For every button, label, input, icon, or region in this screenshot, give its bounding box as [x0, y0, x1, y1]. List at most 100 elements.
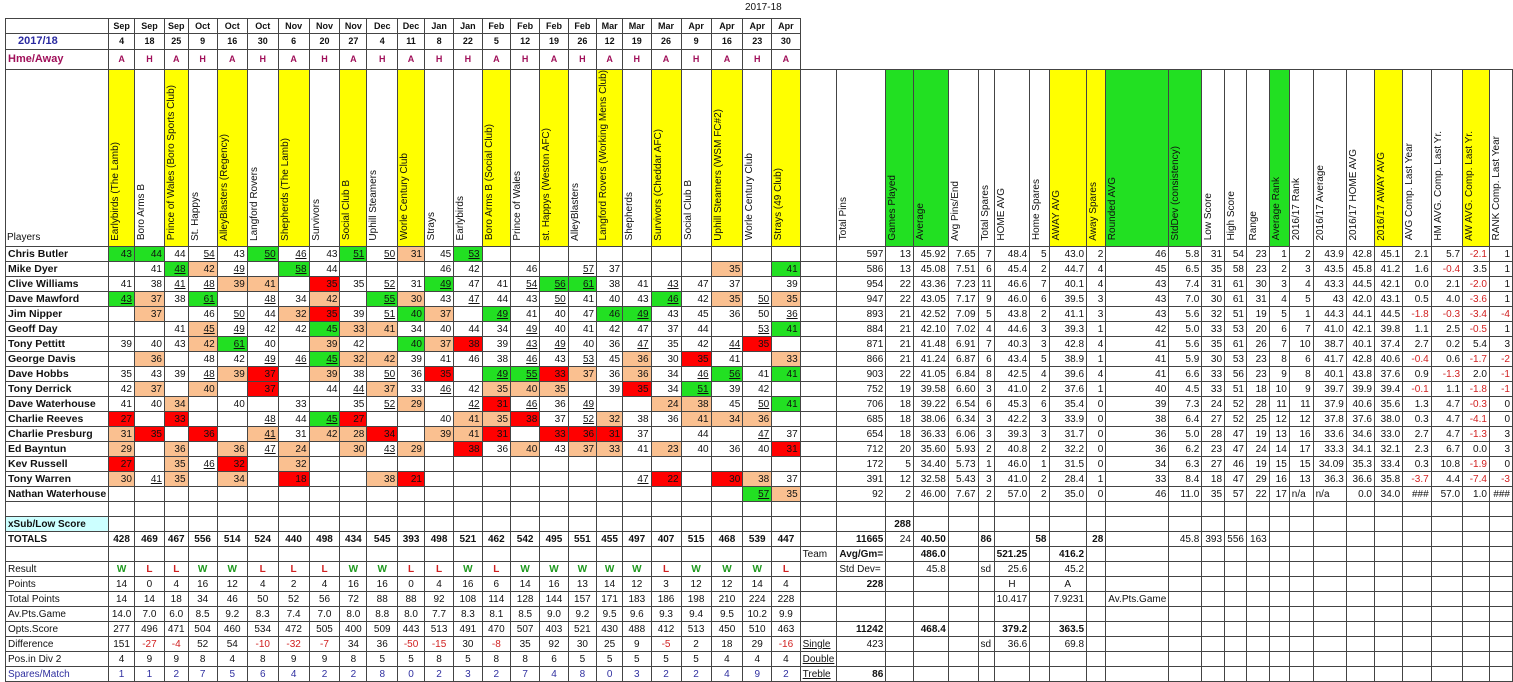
player-name: Jim Nipper	[4, 306, 110, 323]
summary-cell: 28	[1086, 531, 1107, 548]
score-cell: 40	[187, 381, 218, 398]
score-cell: 41	[622, 276, 652, 293]
empty-cell	[539, 546, 569, 563]
score-cell: 38	[163, 291, 189, 308]
player-row: Geoff Day 41 45 49 42 42 45 33 41 34 40 44 34 49 40 41 4…	[4, 321, 1513, 338]
opps_score-value: 412	[650, 621, 682, 638]
empty-cell	[1402, 49, 1432, 70]
empty-cell	[1169, 34, 1202, 50]
score-cell: 28	[339, 426, 368, 443]
summary-cell: 40.50	[912, 531, 949, 548]
empty-cell	[1430, 531, 1464, 548]
score-cell: 30	[397, 291, 425, 308]
stat-cell: 21	[885, 321, 914, 338]
empty-cell	[912, 516, 949, 533]
score-cell	[567, 246, 598, 263]
empty-cell	[1346, 34, 1374, 50]
score-cell: 49	[423, 276, 455, 293]
stat-cell: 35.8	[1373, 471, 1404, 488]
score-cell	[163, 426, 189, 443]
summary-cell: 45.2	[1048, 561, 1088, 578]
result-value: L	[397, 561, 425, 578]
stat-cell: 39.6	[1048, 366, 1088, 383]
empty-cell	[1430, 621, 1464, 638]
score-cell: 49	[481, 306, 512, 323]
fixture-venue: A	[163, 49, 189, 70]
stat-column-header: Away Spares	[1086, 68, 1107, 248]
empty-cell	[994, 34, 1030, 50]
summary-cell: 10.417	[993, 591, 1031, 608]
score-cell	[771, 456, 801, 473]
stat-cell: 41.05	[912, 366, 949, 383]
empty-cell	[1086, 516, 1107, 533]
score-cell	[771, 336, 801, 353]
score-cell: 46	[423, 381, 455, 398]
score-cell: 52	[567, 411, 598, 428]
opponent-header: st. Happys (Weston AFC)	[539, 68, 569, 248]
empty-cell	[1245, 636, 1270, 653]
score-cell	[596, 486, 624, 503]
score-cell: 42	[742, 381, 773, 398]
stat-cell: -4	[1488, 306, 1513, 323]
score-cell: 33	[277, 396, 310, 413]
score-cell	[481, 261, 512, 278]
opponent-name: Boro Arms B (Social Club)	[483, 124, 495, 241]
corner-cell	[4, 18, 110, 34]
xsub-value	[453, 516, 483, 533]
empty-cell	[1403, 19, 1432, 34]
score-cell: 44	[277, 411, 310, 428]
empty-cell	[308, 546, 341, 563]
score-cell: 42	[246, 321, 279, 338]
empty-cell	[978, 34, 994, 50]
score-cell: 49	[539, 336, 569, 353]
empty-cell	[1431, 19, 1462, 34]
empty-cell	[596, 546, 624, 563]
stat-cell: 4	[1268, 291, 1290, 308]
stat-cell: 6.60	[947, 381, 979, 398]
empty-cell	[912, 591, 949, 608]
score-cell: 40	[423, 321, 455, 338]
stat-cell: 23	[1245, 351, 1270, 368]
score-cell	[163, 306, 189, 323]
empty-cell	[1224, 666, 1247, 682]
stat-cell: 4.5	[1168, 381, 1203, 398]
empty-cell	[397, 546, 425, 563]
stat-cell: n/a	[1288, 486, 1314, 503]
stat-cell: 6.34	[947, 411, 979, 428]
fixture-venue: H	[187, 49, 218, 70]
points-value: 6	[481, 576, 512, 593]
score-cell: 43	[108, 246, 135, 263]
summary-cell: A	[1048, 576, 1088, 593]
player-name: Tony Pettitt	[4, 336, 110, 353]
score-cell	[539, 471, 569, 488]
opps_score-value: 513	[680, 621, 712, 638]
summary-cell: 86	[836, 666, 887, 682]
fixture-month: Jan	[453, 18, 483, 34]
blank-row: Team Avg/Gm= 486.0 521.25 416.2	[4, 546, 1513, 563]
stat-cell: -3.6	[1462, 291, 1490, 308]
stat-cell: 3	[977, 426, 995, 443]
score-cell	[277, 486, 310, 503]
empty-cell	[1201, 501, 1226, 518]
empty-cell	[1225, 34, 1247, 50]
score-cell: 33	[163, 411, 189, 428]
stat-cell: 893	[836, 306, 887, 323]
empty-cell	[885, 651, 914, 668]
score-cell	[510, 471, 541, 488]
stat-cell: 46.00	[912, 486, 949, 503]
empty-cell	[366, 546, 399, 563]
score-cell: 41	[108, 276, 135, 293]
score-cell	[622, 396, 652, 413]
stat-cell: 54	[1224, 246, 1247, 263]
score-cell: 54	[510, 276, 541, 293]
empty-cell	[1373, 546, 1404, 563]
stat-cell: 29	[1245, 471, 1270, 488]
opponent-name: Uphill Steamers (WSM FC#2)	[712, 108, 724, 241]
stat-cell: 56	[1224, 366, 1247, 383]
stat-cell: 884	[836, 321, 887, 338]
totals-value: 556	[187, 531, 218, 548]
score-cell: 27	[339, 411, 368, 428]
empty-cell	[1048, 666, 1088, 682]
stat-cell: 10	[1268, 381, 1290, 398]
summary-cell: 69.8	[1048, 636, 1088, 653]
